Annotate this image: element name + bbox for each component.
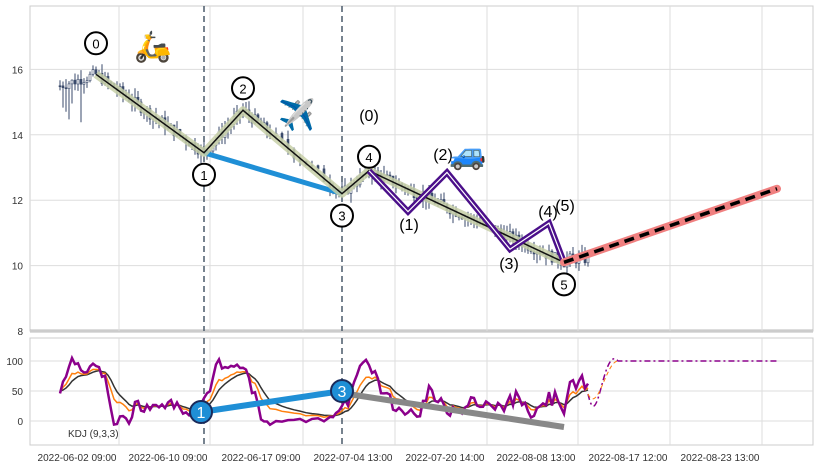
x-tick-label: 2022-06-10 09:00 (129, 453, 208, 464)
x-axis: 2022-06-02 09:00 2022-06-10 09:00 2022-06-… (38, 453, 760, 464)
wave-label-circle (357, 144, 381, 169)
x-tick-label: 2022-08-17 12:00 (589, 453, 668, 464)
wave-label-circle (552, 272, 576, 297)
candle-body (76, 79, 80, 85)
wave-label-circle (84, 31, 108, 56)
subwave-inner (368, 170, 565, 263)
y-tick-label: 16 (12, 65, 24, 76)
airplane-icon: ✈️ (278, 96, 315, 132)
candle-body (85, 80, 89, 83)
candle-body (79, 79, 83, 85)
kdj-k-forecast (587, 360, 619, 400)
kdj-j-line (58, 354, 590, 427)
kdj-label: KDJ (9,3,3) (68, 429, 119, 440)
y-tick-label: 100 (6, 357, 23, 368)
candle-body (70, 79, 74, 85)
subwave-label: (2) (433, 147, 453, 164)
candle-body (94, 69, 98, 75)
wave-label: 3 (338, 209, 345, 224)
candle-body (58, 85, 62, 88)
kdj-marker-circle (189, 400, 213, 424)
subwave-label: (5) (555, 198, 575, 215)
kdj-marker-label: 3 (338, 384, 347, 401)
candle-body (73, 79, 77, 85)
wave-label: 4 (365, 150, 372, 165)
candle-body (64, 87, 68, 90)
forecast-line (563, 187, 778, 264)
subwave-label: (0) (359, 108, 379, 125)
x-tick-label: 2022-07-20 14:00 (406, 453, 485, 464)
wave-label: 2 (239, 81, 246, 96)
wave-1-3-line (203, 150, 343, 197)
wave-label: 1 (200, 168, 207, 183)
kdj-j-forecast (587, 358, 777, 407)
y-tick-label: 0 (17, 417, 23, 428)
wave-label-circle (231, 76, 255, 101)
candle-body (388, 174, 392, 177)
y-tick-label: 12 (12, 196, 24, 207)
kdj-panel: 0 50 100 1 3 KDJ (9,3,3) (6, 337, 814, 446)
candle-body (67, 83, 71, 89)
candle-body (88, 73, 92, 82)
kdj-marker-label: 1 (197, 405, 206, 422)
wave-label: 5 (560, 277, 567, 292)
kdj-trend-gray (347, 391, 565, 430)
main-wave-line (95, 73, 565, 264)
y-tick-label: 14 (12, 131, 24, 142)
wave-label-circle (192, 162, 216, 187)
price-plot-area (29, 5, 814, 332)
scooter-icon: 🛵 (134, 29, 171, 64)
car-icon: 🚙 (449, 138, 486, 172)
subwave-label: (3) (499, 256, 519, 273)
wave-label: 0 (92, 36, 99, 51)
candle-body (91, 69, 95, 75)
x-tick-label: 2022-06-02 09:00 (38, 453, 117, 464)
x-tick-label: 2022-08-23 13:00 (681, 453, 760, 464)
x-tick-label: 2022-08-08 13:00 (497, 453, 576, 464)
y-tick-label: 50 (12, 387, 24, 398)
x-tick-label: 2022-07-04 13:00 (314, 453, 393, 464)
candle-body (61, 85, 65, 89)
x-tick-label: 2022-06-17 09:00 (222, 453, 301, 464)
candle-body (82, 82, 86, 85)
subwave-label: (4) (538, 204, 558, 221)
wave-label-circle (330, 203, 354, 228)
y-tick-label: 8 (17, 327, 23, 338)
kdj-marker-circle (330, 379, 354, 403)
kdj-trend-blue (200, 388, 343, 415)
y-tick-label: 10 (12, 262, 24, 273)
subwave-label: (1) (399, 217, 419, 234)
